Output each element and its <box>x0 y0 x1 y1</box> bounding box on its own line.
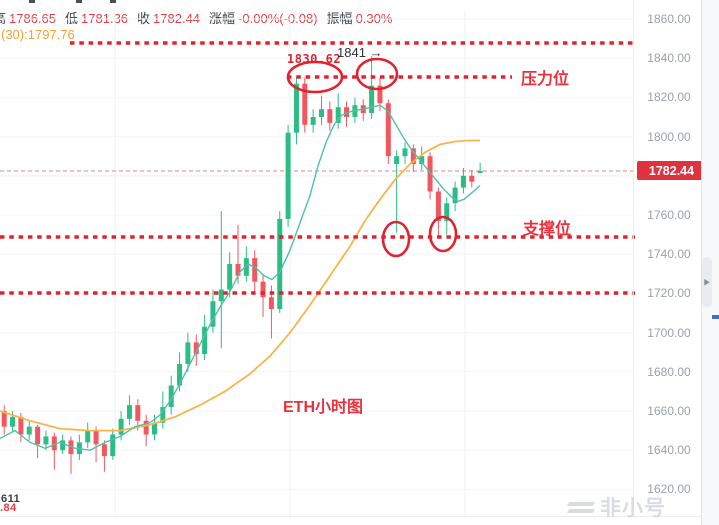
candle-body <box>394 156 400 165</box>
candle-body <box>277 218 283 310</box>
candle-body <box>168 385 174 408</box>
candle-body <box>235 264 241 276</box>
ma30-line <box>0 139 480 432</box>
candle-body <box>210 301 216 327</box>
y-axis-label: 1720.00 <box>647 286 691 301</box>
high-price-annotation: 1841 → <box>337 45 383 60</box>
candle-body <box>26 426 32 435</box>
candle-body <box>344 107 350 117</box>
watermark-text: 非小号 <box>600 497 666 520</box>
candle-body <box>243 258 249 276</box>
candle-body <box>310 117 316 125</box>
candle-body <box>293 83 299 133</box>
clipped-bottom-text-2: .84 <box>0 502 17 514</box>
candle-body <box>410 148 416 165</box>
y-axis-label: 1640.00 <box>647 443 691 458</box>
candle-body <box>43 436 49 445</box>
candle-body <box>185 342 191 364</box>
blue-scroll-marker[interactable] <box>712 315 719 319</box>
candle-body <box>377 85 383 104</box>
candle-body <box>427 156 433 192</box>
candle-body <box>452 187 458 204</box>
chart-title-annotation: ETH小时图 <box>283 399 364 416</box>
clipped-top-text <box>29 0 35 3</box>
candle-body <box>285 132 291 219</box>
candle-body <box>227 264 233 290</box>
candle-body <box>1 411 7 427</box>
y-axis-label: 1680.00 <box>647 364 691 379</box>
clipped-top-text <box>76 0 82 3</box>
candle-body <box>369 85 375 114</box>
candle-body <box>402 148 408 157</box>
candle-body <box>327 109 333 123</box>
candle-body <box>35 426 41 445</box>
candle-body <box>218 289 224 302</box>
candle-body <box>385 103 391 157</box>
candle-body <box>101 444 107 457</box>
y-axis-label: 1800.00 <box>647 129 691 144</box>
candle-body <box>85 430 91 443</box>
candle-body <box>268 297 274 310</box>
y-axis-label: 1740.00 <box>647 247 691 262</box>
expand-panel-handle[interactable]: ▶ <box>702 257 712 307</box>
candle-body <box>202 326 208 355</box>
candle-body <box>193 342 199 355</box>
clipped-top-text <box>110 0 116 3</box>
candle-body <box>444 203 450 221</box>
feixiaohao-logo-icon <box>566 501 596 513</box>
resistance-annotation: 压力位 <box>521 71 570 88</box>
bottom-border <box>0 516 719 517</box>
plot-axis-divider <box>633 0 634 516</box>
candle-body <box>152 422 157 435</box>
candle-body <box>260 281 266 298</box>
candle-body <box>177 363 183 386</box>
y-axis-label: 1840.00 <box>647 51 691 66</box>
candle-body <box>302 83 308 125</box>
candle-body <box>160 407 166 423</box>
y-axis-label: 1660.00 <box>647 404 691 418</box>
y-axis-label: 1860.00 <box>647 12 691 26</box>
candle-body <box>135 405 141 421</box>
candle-body <box>126 405 132 419</box>
candle-body <box>60 440 66 451</box>
clipped-bottom-text-1: 611 <box>1 493 21 505</box>
y-axis-label: 1700.00 <box>647 325 691 340</box>
candle-body <box>118 418 124 435</box>
support-circle-2 <box>428 215 458 253</box>
candle-body <box>435 191 441 221</box>
ma30-value-label: (30):1797.76 <box>1 27 75 42</box>
ma-fast-line <box>0 104 481 451</box>
candle-body <box>51 436 57 451</box>
y-axis-label: 1760.00 <box>647 208 691 222</box>
candle-body <box>460 175 466 188</box>
candle-body <box>319 109 324 117</box>
candle-body <box>335 107 341 123</box>
candle-body <box>419 156 425 165</box>
peak-price-annotation: 1830.62 <box>287 52 342 66</box>
support-circle-1 <box>381 220 411 258</box>
candle-body <box>477 171 483 174</box>
current-price-tag: 1782.44 <box>637 161 706 180</box>
candle-body <box>110 434 116 457</box>
candle-body <box>469 175 475 182</box>
y-axis-label: 1820.00 <box>647 90 691 105</box>
resistance-circle-1 <box>286 60 344 94</box>
chevron-right-icon: ▶ <box>704 278 710 287</box>
candle-body <box>252 258 258 282</box>
y-axis-label: 1620.00 <box>647 482 691 497</box>
resistance-circle-2 <box>355 57 399 91</box>
support-annotation: 支撑位 <box>523 221 572 238</box>
candle-body <box>10 416 16 427</box>
candle-body <box>143 420 149 435</box>
watermark: 非小号 <box>566 492 666 522</box>
candle-body <box>18 416 24 435</box>
candle-body <box>93 430 99 445</box>
